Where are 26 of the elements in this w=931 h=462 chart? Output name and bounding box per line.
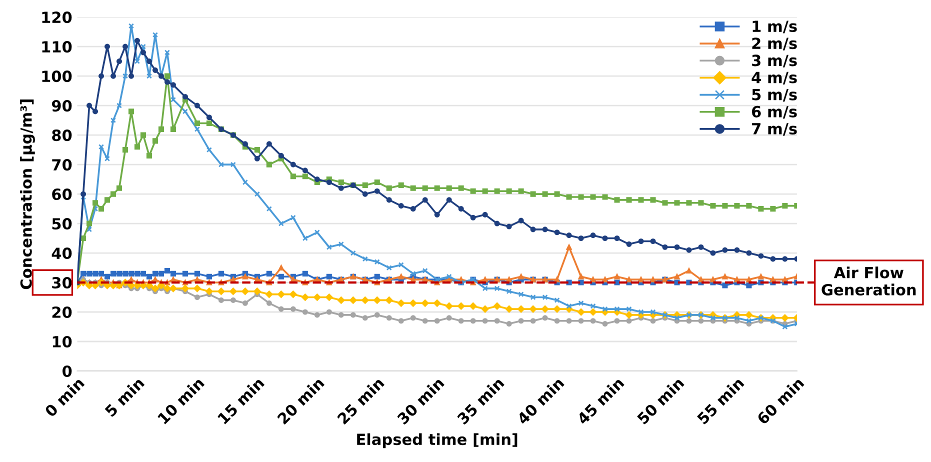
y-tick-label: 70 xyxy=(52,159,72,171)
y-tick-label: 120 xyxy=(42,12,72,24)
x-tick-label: 45 min xyxy=(576,376,625,426)
legend-label: 4 m/s xyxy=(752,72,797,84)
y-tick-label: 10 xyxy=(52,336,72,348)
y-tick-label: 110 xyxy=(42,41,72,53)
legend-label: 2 m/s xyxy=(752,38,797,50)
y-tick-label: 30 xyxy=(52,276,72,289)
y-tick-label: 100 xyxy=(42,70,72,82)
legend-label: 7 m/s xyxy=(752,123,797,136)
y-tick-label: 20 xyxy=(52,306,72,318)
y-tick-label: 40 xyxy=(52,247,72,260)
y-tick-label: 0 xyxy=(62,365,72,378)
y-tick-label: 50 xyxy=(52,218,72,230)
y-tick-label: 90 xyxy=(52,100,72,112)
x-tick-label: 35 min xyxy=(456,376,505,425)
legend-label: 1 m/s xyxy=(752,20,797,34)
ref-line-label: Air Flow Generation xyxy=(822,266,916,296)
legend-label: 6 m/s xyxy=(752,106,797,119)
y-tick-label: 60 xyxy=(52,188,72,200)
y-axis-title: Concentration [μg/m³] xyxy=(20,100,35,290)
x-tick-label: 40 min xyxy=(516,376,565,426)
x-axis-title: Elapsed time [min] xyxy=(357,433,518,448)
y-tick-label: 80 xyxy=(52,130,72,142)
legend-label: 5 m/s xyxy=(752,89,797,102)
legend-label: 3 m/s xyxy=(752,54,797,68)
